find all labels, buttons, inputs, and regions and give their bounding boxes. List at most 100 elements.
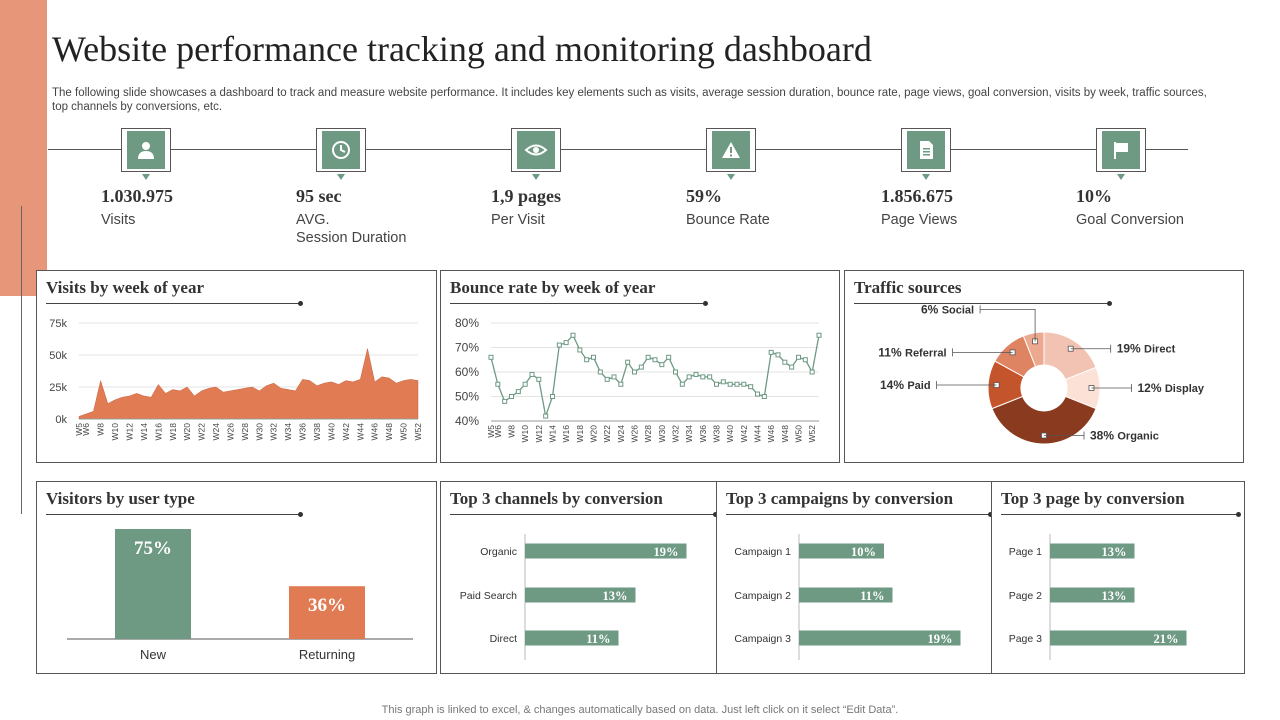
x-tick-label: W12 [124,423,134,441]
x-tick-label: W8 [507,425,517,438]
slice-organic [991,395,1097,445]
bar-value-label: 11% [860,589,884,603]
x-tick-label: W24 [616,425,626,443]
x-tick-label: W26 [630,425,640,443]
x-tick-label: W40 [326,423,336,441]
bounce-point [604,376,610,382]
kpi-value: 59% [686,186,722,206]
bounce-point [693,371,699,377]
bounce-point [556,342,562,348]
x-tick-label: W46 [370,423,380,441]
x-tick-label: W32 [671,425,681,443]
bounce-point [515,389,521,395]
bounce-point [802,357,808,363]
bounce-point [495,381,501,387]
channels-chart: Organic 19% Paid Search 13% Direct 11% [460,534,687,660]
panel-title: Traffic sources [854,278,962,297]
kpi-value: 1.856.675 [881,186,953,206]
kpi-value: 1.030.975 [101,186,173,206]
bar-returning [289,586,365,639]
bounce-point [775,352,781,358]
bar [1050,630,1187,646]
bounce-point [789,364,795,370]
kpi-label: Goal Conversion [1076,212,1184,228]
kpi-value: 1,9 pages [491,186,562,206]
bounce-point [809,369,815,375]
bar-value-label: 13% [603,589,628,603]
kpi-label: Visits [101,212,136,228]
x-tick-label: W8 [96,423,106,436]
visits-panel: Visits by week of year 0k 25k 50k 75k W5 W6 W8… [36,270,437,463]
bounce-point [529,371,535,377]
category-label: Returning [299,647,355,662]
x-tick-label: W34 [684,425,694,443]
x-tick-label: W50 [399,423,409,441]
x-tick-label: W14 [548,425,558,443]
x-tick-label: W10 [110,423,120,441]
x-tick-label: W24 [211,423,221,441]
x-tick-label: W30 [254,423,264,441]
slice-label: 14% Paid [880,378,931,392]
traffic-chart: 19% Direct 12% Display 38% Organic 14% Paid… [878,302,1205,445]
bar-value-label: 10% [851,545,876,559]
x-tick-label: W16 [153,423,163,441]
x-tick-label: W44 [753,425,763,443]
bounce-point [755,391,760,397]
footer-note: This graph is linked to excel, & changes… [381,704,899,716]
bounce-point [761,394,767,399]
page-description: The following slide showcases a dashboar… [52,87,1207,113]
bounce-point [632,369,637,375]
y-tick-label: 50% [455,390,479,404]
slice-label: 6% Social [921,302,974,316]
bounce-point [720,379,726,385]
bounce-point [666,354,672,360]
bounce-point [686,374,692,380]
bounce-panel: Bounce rate by week of year 40% 50% 60% 70%… [440,270,840,463]
bar [525,630,619,646]
category-label: Organic [480,546,517,558]
user-icon [127,131,165,169]
bar [525,587,636,603]
x-tick-label: W26 [225,423,235,441]
x-tick-label: W52 [807,425,817,443]
pages-panel: Top 3 page by conversion Page 1 13% Page 2… [991,481,1245,674]
x-tick-label: W18 [168,423,178,441]
bounce-point [577,347,583,353]
bar-value-label: 13% [1102,589,1127,603]
bar [799,587,893,603]
x-tick-label: W38 [712,425,722,443]
bounce-point [488,354,494,360]
bounce-point [652,357,658,363]
slice-social [1022,331,1045,368]
category-label: Page 2 [1009,590,1042,602]
warning-icon [712,131,750,169]
bounce-point [645,354,651,360]
x-tick-label: W36 [298,423,308,441]
bounce-point [714,381,719,387]
x-tick-label: W20 [182,423,192,441]
kpi-label: Per Visit [491,212,545,228]
bar [799,630,961,646]
y-tick-label: 0k [55,414,67,426]
kpi-timeline [48,149,1188,150]
category-label: Page 3 [1009,633,1042,645]
bounce-point [625,359,631,365]
panel-title: Visitors by user type [46,489,195,508]
campaigns-chart: Campaign 1 10% Campaign 2 11% Campaign 3 19% [734,534,961,660]
x-tick-label: W14 [139,423,149,441]
campaigns-panel: Top 3 campaigns by conversion Campaign 1… [716,481,993,674]
decorative-line [21,206,22,514]
x-tick-label: W40 [725,425,735,443]
slice-label: 11% Referral [878,345,946,359]
visitors-chart: 75% New 36% Returning [67,529,413,662]
kpi-label: Page Views [881,212,958,228]
x-tick-label: W10 [520,425,530,443]
x-tick-label: W18 [575,425,585,443]
page-title: Website performance tracking and monitor… [52,29,872,69]
bar-value-label: 13% [1102,545,1127,559]
y-tick-label: 75k [49,318,67,330]
bounce-point [741,381,747,387]
accent-bar [0,0,47,296]
